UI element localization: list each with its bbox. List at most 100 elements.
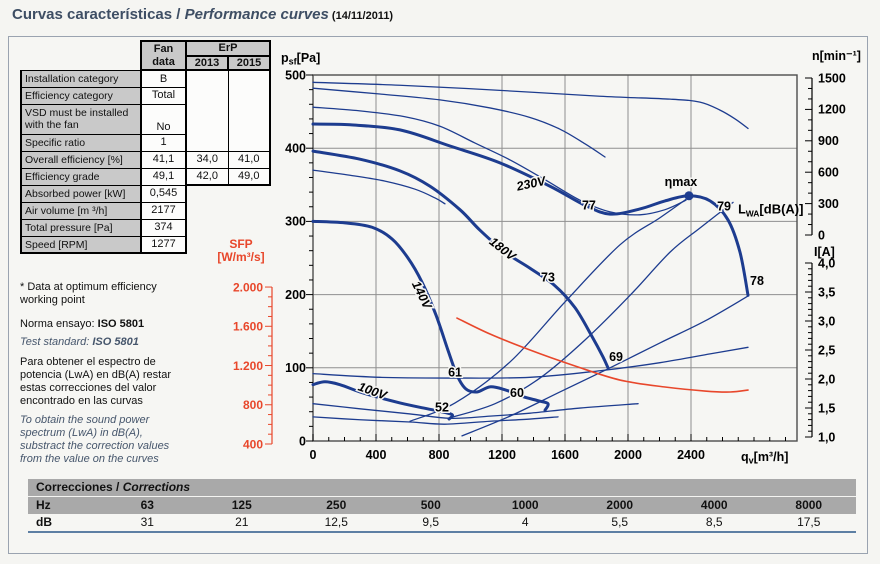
erp-2013-value: 34,0 [185, 150, 229, 169]
fan-table-label: VSD must be installed with the fan [20, 103, 142, 135]
fan-table-label: Efficiency category [20, 86, 142, 105]
curve-end-locus-line [461, 295, 749, 437]
fan-table-label: Absorbed power [kW] [20, 184, 142, 203]
fan-table-label: Installation category [20, 69, 142, 88]
sfp-tick-label: 800 [243, 398, 263, 412]
corrections-hz-value: 4000 [700, 498, 728, 512]
corrections-hz-value: 1000 [511, 498, 539, 512]
lwa-axis-label: LWA[dB(A)] [738, 202, 803, 219]
sfp-curve [456, 317, 749, 393]
speed-tick-label: 1500 [818, 71, 846, 85]
erp-2015-header: 2015 [227, 54, 271, 72]
test-standard-es: Norma ensayo: ISO 5801 [20, 318, 215, 331]
fan-data-table: Fan ErP data 2013 2015 Installation category B… [20, 40, 271, 255]
sfp-axis-unit: [W/m³/s] [217, 250, 264, 264]
fan-table-value: 0,545 [140, 184, 187, 203]
erp-2015-value: 49,0 [227, 167, 271, 187]
corrections-note-en: To obtain the sound power spectrum (LwA)… [20, 414, 170, 465]
speed-curve-loaded-230V [312, 106, 687, 216]
pressure-axis [306, 74, 313, 442]
current-tick-label: 3,5 [818, 285, 835, 299]
page-title-date: (14/11/2011) [328, 10, 394, 22]
current-curve-230V [312, 346, 749, 379]
sfp-tick-label: 1.200 [233, 359, 263, 373]
fan-table-label: Total pressure [Pa] [20, 218, 142, 237]
corrections-db-value: 9,5 [422, 515, 440, 529]
x-axis-title: qv[m³/h] [741, 450, 788, 466]
speed-tick-label: 300 [818, 197, 839, 211]
erp-2015-value: 41,0 [227, 150, 271, 169]
lwa-value-label: 61 [448, 365, 462, 379]
x-tick-label: 800 [429, 448, 450, 462]
fan-table-value: No [140, 103, 187, 135]
x-tick-label: 2000 [614, 448, 642, 462]
lwa-value-label: 60 [510, 386, 524, 400]
sfp-tick-label: 1.600 [233, 320, 263, 334]
lwa-value-label: 73 [541, 270, 555, 284]
performance-chart: 0 400 800 1200 1600 2000 2400 0 100 200 300 400 500 p… [200, 36, 875, 476]
pressure-curve-100V [311, 380, 454, 421]
test-standard-es-prefix: Norma ensayo: [20, 318, 98, 330]
pressure-tick-label: 200 [285, 288, 306, 302]
erp-2013-value: 42,0 [185, 167, 229, 187]
test-standard-en-prefix: Test standard: [20, 336, 93, 348]
current-curve-140V [312, 416, 559, 425]
corrections-db-value: 8,5 [705, 515, 723, 529]
x-tick-label: 1600 [551, 448, 579, 462]
erp-2013-header: 2013 [185, 54, 229, 72]
current-axis [805, 262, 813, 438]
test-standard-es-value: ISO 5801 [97, 318, 145, 330]
corrections-db-label: dB [36, 515, 52, 529]
sfp-tick-label: 400 [243, 437, 263, 451]
eta-max-label: ηmax [665, 175, 698, 189]
current-tick-label: 1,0 [818, 430, 835, 444]
eta-max-locus-line [409, 196, 690, 422]
corrections-db-value: 31 [140, 515, 154, 529]
fan-table-label: Overall efficiency [%] [20, 150, 142, 169]
speed-axis-title: n[min⁻¹] [812, 49, 861, 63]
corrections-table-title: Correcciones / Corrections [28, 479, 856, 496]
corrections-db-value: 4 [521, 515, 529, 529]
x-tick-label: 400 [366, 448, 387, 462]
corrections-hz-value: 8000 [795, 498, 823, 512]
grid [312, 74, 798, 442]
current-tick-label: 4,0 [818, 256, 835, 270]
speed-curve-180V [312, 87, 606, 158]
corrections-db-value: 21 [235, 515, 249, 529]
speed-tick-label: 900 [818, 134, 839, 148]
fan-table-value: Total [140, 86, 187, 105]
current-tick-label: 1,5 [818, 401, 835, 415]
lwa-value-label: 77 [582, 199, 596, 213]
locus-line-2 [447, 201, 734, 419]
pressure-curve-180V [311, 149, 610, 370]
corrections-hz-value: 2000 [606, 498, 634, 512]
fan-table-value: B [140, 69, 187, 88]
performance-chart-svg: 0 400 800 1200 1600 2000 2400 0 100 200 300 400 500p… [217, 49, 861, 466]
speed-tick-label: 0 [818, 228, 825, 242]
fan-table-value: 41,1 [140, 150, 187, 169]
corrections-hz-value: 500 [420, 498, 441, 512]
pressure-tick-label: 300 [285, 215, 306, 229]
page-title-es: Curvas características / [12, 6, 185, 23]
corrections-title-en: Corrections [122, 480, 191, 494]
x-tick-label: 0 [310, 448, 317, 462]
pressure-tick-label: 0 [299, 434, 306, 448]
corrections-hz-value: 250 [326, 498, 347, 512]
speed-curve-140V [312, 169, 446, 205]
fan-data-header: Fan [140, 40, 187, 56]
voltage-label: 140V [409, 279, 435, 313]
test-standard-en-value: ISO 5801 [92, 336, 139, 348]
corrections-db-value: 12,5 [324, 515, 348, 529]
pressure-tick-label: 100 [285, 361, 306, 375]
corrections-title-es: Correcciones / [36, 480, 123, 494]
fan-table-label: Efficiency grade [20, 167, 142, 186]
x-tick-label: 2400 [677, 448, 705, 462]
fan-table-value: 1277 [140, 235, 187, 255]
current-tick-label: 2,0 [818, 372, 835, 386]
corrections-table: Correcciones / Corrections Hz 63 125 250 50… [28, 479, 856, 533]
fan-table-label: Air volume [m ³/h] [20, 201, 142, 220]
sfp-axis-title: SFP [229, 237, 252, 251]
fan-table-value: 374 [140, 218, 187, 237]
current-tick-label: 2,5 [818, 343, 835, 357]
sfp-axis [265, 286, 273, 445]
